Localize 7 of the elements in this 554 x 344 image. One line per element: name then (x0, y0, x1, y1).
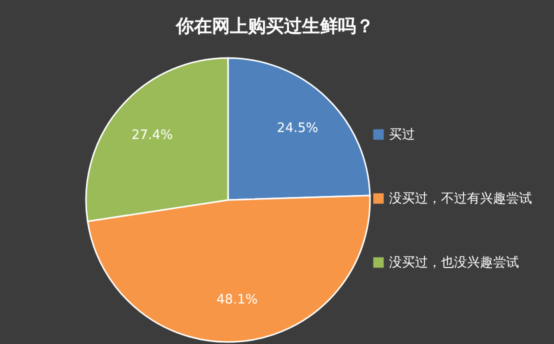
chart-title: 你在网上购买过生鲜吗？ (175, 16, 374, 37)
data-label: 48.1% (216, 292, 258, 308)
legend-label: 买过 (389, 128, 415, 142)
legend-label: 没买过，也没兴趣尝试 (389, 256, 519, 270)
legend-label: 没买过，不过有兴趣尝试 (389, 192, 532, 206)
data-label: 24.5% (276, 121, 318, 136)
data-label: 27.4% (132, 128, 173, 143)
